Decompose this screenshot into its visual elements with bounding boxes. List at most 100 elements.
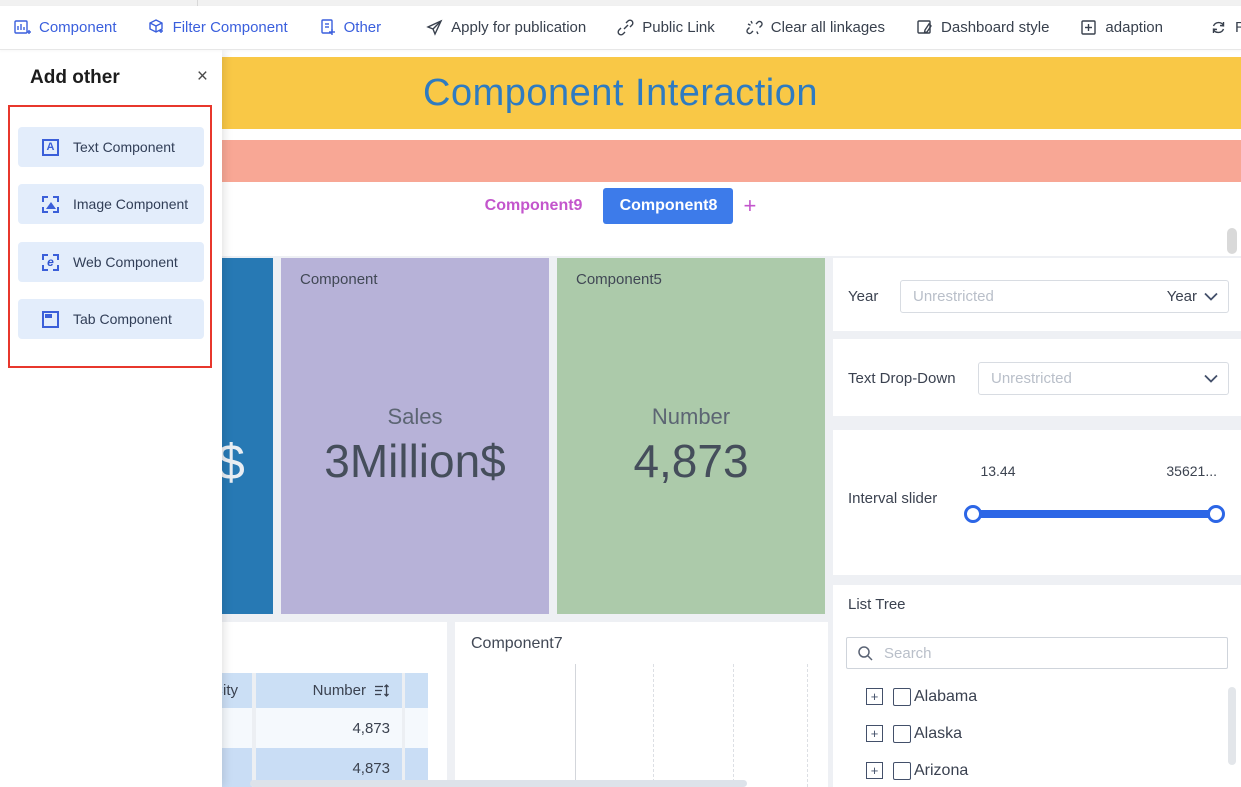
toolbar-dashboard-style-button[interactable]: Dashboard style: [916, 19, 1049, 36]
top-strip-divider: [197, 0, 198, 6]
year-filter-input[interactable]: Unrestricted Year: [900, 280, 1229, 313]
chart-gridline: [653, 664, 654, 787]
toolbar-public-link-label: Public Link: [642, 19, 715, 36]
expand-icon[interactable]: +: [866, 762, 883, 779]
panel-title: Add other: [30, 67, 120, 88]
tab-component8[interactable]: Component8: [603, 188, 734, 224]
tab-component-icon: [42, 310, 59, 328]
tree-item-label: Alaska: [914, 724, 963, 742]
panel-item-label: Text Component: [73, 139, 175, 155]
image-component-button[interactable]: Image Component: [18, 184, 204, 224]
tree-item-alaska[interactable]: + Alaska: [833, 715, 1241, 752]
expand-icon[interactable]: +: [866, 688, 883, 705]
slider-min-value: 13.44: [980, 463, 1016, 479]
kpi-card-title: Component: [300, 271, 378, 288]
tab-component-button[interactable]: Tab Component: [18, 299, 204, 339]
expand-icon[interactable]: +: [866, 725, 883, 742]
close-icon[interactable]: ×: [196, 66, 208, 87]
toolbar-adaption-label: adaption: [1105, 19, 1163, 36]
horizontal-scrollbar[interactable]: [250, 780, 747, 787]
toolbar-filter-component-label: Filter Component: [172, 19, 288, 36]
toolbar-apply-publication-button[interactable]: Apply for publication: [426, 19, 586, 36]
toolbar: Component Filter Component Other Apply f…: [0, 6, 1241, 50]
text-component-button[interactable]: A Text Component: [18, 127, 204, 167]
tree-item-label: Alabama: [914, 687, 978, 705]
year-granularity-label: Year: [1166, 288, 1197, 305]
toolbar-component-button[interactable]: Component: [14, 19, 117, 36]
interval-slider-track[interactable]: [964, 505, 1225, 523]
tree-list: + Alabama + Alaska + Arizona: [833, 675, 1241, 787]
slider-handle-max[interactable]: [1207, 505, 1225, 523]
image-component-icon: [42, 195, 59, 213]
kpi-value: 3Million$: [324, 435, 506, 487]
text-dropdown-input[interactable]: Unrestricted: [978, 362, 1229, 395]
filter-card-list-tree[interactable]: List Tree Search + Alabama + Alaska: [833, 585, 1241, 787]
column-divider: [402, 748, 405, 787]
toolbar-adaption-button[interactable]: adaption: [1080, 19, 1163, 36]
panel-item-label: Web Component: [73, 254, 178, 270]
text-component-icon: A: [42, 138, 59, 156]
text-dropdown-label: Text Drop-Down: [848, 370, 956, 387]
toolbar-clear-linkages-button[interactable]: Clear all linkages: [746, 19, 885, 36]
column-divider: [252, 748, 256, 787]
component-icon: [14, 19, 31, 36]
toolbar-filter-component-button[interactable]: Filter Component: [148, 19, 288, 36]
refresh-icon: [1210, 19, 1227, 36]
web-component-button[interactable]: e Web Component: [18, 242, 204, 282]
publish-icon: [426, 19, 443, 36]
kpi-card-title: Component5: [576, 271, 662, 288]
checkbox[interactable]: [893, 687, 911, 706]
kpi-card-number[interactable]: Component5 Number 4,873: [557, 258, 825, 614]
kpi-value: 4,873: [633, 435, 749, 487]
toolbar-refresh-label: Refresh: [1234, 19, 1241, 36]
tree-scrollbar[interactable]: [1228, 687, 1236, 765]
chevron-down-icon: [1204, 374, 1218, 383]
window-top-strip: [0, 0, 1241, 6]
tab-bar: Component9 Component8 +: [0, 186, 1241, 226]
filter-card-year[interactable]: Year Unrestricted Year: [833, 258, 1241, 331]
column-divider: [252, 673, 256, 708]
style-icon: [916, 19, 933, 36]
chevron-down-icon: [1204, 292, 1218, 301]
cell-extra: [405, 708, 428, 748]
checkbox[interactable]: [893, 724, 911, 743]
tab-component9[interactable]: Component9: [484, 197, 583, 214]
slider-max-value: 35621...: [1166, 463, 1217, 479]
column-header-number[interactable]: Number: [256, 673, 402, 708]
chart-gridline: [807, 664, 808, 787]
vertical-scrollbar[interactable]: [1227, 228, 1237, 254]
filter-card-interval-slider[interactable]: Interval slider 13.44 35621...: [833, 430, 1241, 575]
chart-axis-line: [575, 664, 576, 787]
toolbar-other-button[interactable]: Other: [319, 19, 382, 36]
kpi-card-sales[interactable]: Component Sales 3Million$: [281, 258, 549, 614]
tree-item-arizona[interactable]: + Arizona: [833, 752, 1241, 787]
year-granularity[interactable]: Year: [1167, 288, 1218, 305]
cell-extra: [405, 748, 428, 787]
slider-handle-min[interactable]: [964, 505, 982, 523]
cell-number: 4,873: [256, 708, 402, 748]
checkbox[interactable]: [893, 761, 911, 780]
other-icon: [319, 19, 336, 36]
column-divider: [402, 708, 405, 748]
interval-slider-label: Interval slider: [848, 490, 938, 507]
kpi-center-block: Sales 3Million$: [281, 258, 549, 614]
toolbar-component-label: Component: [39, 19, 117, 36]
toolbar-public-link-button[interactable]: Public Link: [617, 19, 715, 36]
chart-component7[interactable]: Component7: [455, 622, 828, 787]
toolbar-clear-linkages-label: Clear all linkages: [770, 19, 886, 36]
web-component-icon: e: [42, 253, 59, 271]
toolbar-other-label: Other: [343, 19, 382, 36]
filter-card-text-dropdown[interactable]: Text Drop-Down Unrestricted: [833, 339, 1241, 416]
tree-search-placeholder: Search: [884, 644, 932, 662]
add-tab-button[interactable]: +: [743, 193, 757, 218]
sort-icon[interactable]: [374, 683, 390, 698]
search-icon: [858, 645, 873, 661]
tree-search-input[interactable]: Search: [846, 637, 1228, 669]
year-placeholder: Unrestricted: [913, 288, 994, 305]
tree-item-alabama[interactable]: + Alabama: [833, 678, 1241, 715]
panel-item-label: Image Component: [73, 196, 189, 212]
toolbar-refresh-button[interactable]: Refresh: [1210, 19, 1241, 36]
filter-component-icon: [148, 19, 165, 36]
chart-gridline: [733, 664, 734, 787]
